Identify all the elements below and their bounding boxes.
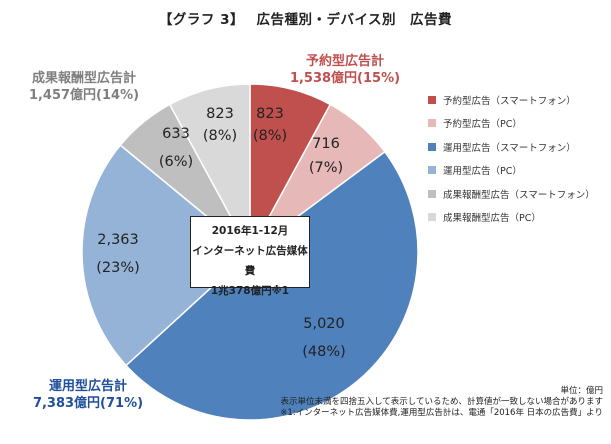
legend: 予約型広告（スマートフォン） 予約型広告（PC） 運用型広告（スマートフォン） 運用型…	[428, 88, 595, 229]
legend-swatch	[428, 213, 436, 222]
summary-label: インターネット広告媒体費	[192, 245, 308, 277]
legend-item: 成果報酬型広告（スマートフォン）	[428, 182, 595, 206]
group-label-programmatic-total: 7,383億円(71%)	[32, 396, 144, 411]
slice-percent-label: (7%)	[309, 160, 343, 176]
footnotes: 単位：億円 表示単位未満を四捨五入して表示しているため、計算値が一致しない場合が…	[273, 386, 603, 419]
legend-label: 予約型広告（スマートフォン）	[443, 95, 576, 107]
legend-label: 成果報酬型広告（PC）	[443, 213, 541, 225]
slice-percent-label: (8%)	[253, 128, 287, 144]
group-label-performance-name: 成果報酬型広告計	[31, 71, 136, 86]
group-label-reserved: 予約型広告計 1,538億円(15%)	[286, 53, 404, 87]
legend-label: 成果報酬型広告（スマートフォン）	[443, 189, 595, 201]
chart-title: 【グラフ 3】 広告種別・デバイス別 広告費	[158, 12, 453, 28]
group-label-programmatic-name: 運用型広告計	[48, 379, 127, 394]
group-label-reserved-name: 予約型広告計	[305, 54, 384, 69]
group-label-performance: 成果報酬型広告計 1,457億円(14%)	[16, 70, 152, 104]
slice-percent-label: (48%)	[302, 344, 346, 360]
source-note: ※1:インターネット広告媒体費,運用型広告計は、電通「2016年 日本の広告費」…	[280, 408, 603, 418]
slice-percent-label: (8%)	[203, 128, 237, 144]
legend-item: 運用型広告（スマートフォン）	[428, 135, 595, 159]
pie-slice	[168, 83, 251, 253]
legend-swatch	[428, 95, 436, 104]
rounding-note: 表示単位未満を四捨五入して表示しているため、計算値が一致しない場合があります	[280, 397, 604, 407]
slice-value-label: 5,020	[303, 316, 345, 332]
legend-label: 運用型広告（スマートフォン）	[443, 142, 576, 154]
legend-item: 予約型広告（スマートフォン）	[428, 88, 595, 112]
summary-period: 2016年1-12月	[211, 225, 289, 237]
unit-note: 単位：億円	[560, 386, 603, 396]
legend-item: 予約型広告（PC）	[428, 112, 595, 136]
legend-label: 運用型広告（PC）	[443, 166, 522, 178]
slice-value-label: 823	[256, 106, 284, 122]
slice-value-label: 633	[162, 126, 190, 142]
legend-swatch	[428, 189, 436, 198]
legend-item: 運用型広告（PC）	[428, 159, 595, 183]
slice-value-label: 716	[312, 136, 340, 152]
total-summary-box: 2016年1-12月 インターネット広告媒体費 1兆378億円※1	[190, 216, 310, 297]
legend-swatch	[428, 119, 436, 128]
legend-swatch	[428, 142, 436, 151]
legend-swatch	[428, 166, 436, 175]
slice-value-label: 2,363	[97, 232, 139, 248]
slice-percent-label: (6%)	[159, 154, 193, 170]
group-label-performance-total: 1,457億円(14%)	[28, 88, 140, 103]
legend-item: 成果報酬型広告（PC）	[428, 206, 595, 230]
group-label-reserved-total: 1,538億円(15%)	[289, 71, 401, 86]
slice-percent-label: (23%)	[96, 260, 140, 276]
legend-label: 予約型広告（PC）	[443, 119, 522, 131]
slice-value-label: 823	[206, 106, 234, 122]
pie-slice	[81, 144, 252, 367]
summary-total: 1兆378億円※1	[210, 285, 290, 297]
group-label-programmatic: 運用型広告計 7,383億円(71%)	[18, 378, 158, 412]
